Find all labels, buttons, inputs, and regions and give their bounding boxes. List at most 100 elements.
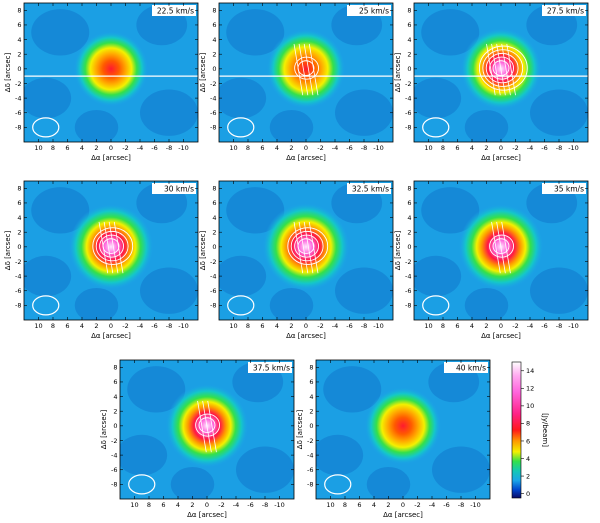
outflow-line	[103, 221, 114, 274]
background-noise	[323, 366, 382, 413]
y-tick-label: -6	[210, 109, 216, 117]
x-tick-label: 2	[386, 501, 390, 509]
x-tick-label: 10	[326, 501, 334, 509]
background-noise	[335, 89, 393, 136]
x-tick-label: 2	[94, 322, 98, 330]
y-tick-label: 4	[113, 393, 117, 401]
emission-contour	[92, 227, 134, 265]
y-tick-label: -2	[405, 258, 411, 266]
x-tick-label: 2	[484, 144, 488, 152]
y-tick-label: 4	[309, 393, 313, 401]
x-tick-label: 6	[161, 501, 165, 509]
velocity-label: 40 km/s	[456, 364, 486, 373]
y-tick-label: -2	[15, 258, 21, 266]
y-tick-label: -2	[111, 437, 117, 445]
y-tick-label: -4	[307, 451, 313, 459]
x-tick-label: 10	[229, 322, 237, 330]
outflow-line	[303, 221, 314, 274]
x-tick-label: 0	[499, 322, 503, 330]
outflow-line	[308, 43, 319, 96]
x-tick-label: -6	[151, 322, 157, 330]
background-noise	[140, 267, 198, 314]
emission-peak	[267, 29, 345, 109]
y-tick-label: 8	[113, 364, 117, 372]
x-tick-label: 8	[51, 144, 55, 152]
x-tick-label: 6	[455, 322, 459, 330]
x-tick-label: -8	[556, 144, 562, 152]
outflow-line	[506, 43, 516, 96]
background-noise	[530, 89, 588, 136]
channel-panel: 40 km/s 10 8 6 4 2 0 -2 -4 -6 -8 -10 8 6 4 2 0 -2 -4 -6 -8 Δα…	[296, 359, 491, 519]
x-tick-label: 0	[499, 144, 503, 152]
x-tick-label: 0	[401, 501, 405, 509]
x-tick-label: 6	[65, 144, 69, 152]
background-noise	[236, 446, 294, 493]
y-tick-label: 6	[309, 378, 313, 386]
y-tick-label: 0	[17, 243, 21, 251]
emission-contour	[485, 52, 519, 84]
x-tick-label: -4	[429, 501, 435, 509]
x-tick-label: 0	[109, 322, 113, 330]
x-tick-label: 10	[130, 501, 138, 509]
x-tick-label: -6	[247, 501, 253, 509]
x-tick-label: 8	[441, 322, 445, 330]
x-tick-label: -10	[568, 144, 579, 152]
colorbar-tick-label: 0	[526, 490, 530, 498]
background-noise	[421, 187, 480, 234]
velocity-label: 35 km/s	[554, 185, 584, 194]
background-noise	[464, 287, 509, 320]
y-tick-label: 4	[212, 214, 216, 222]
x-tick-label: -6	[346, 144, 352, 152]
y-tick-label: -6	[405, 287, 411, 295]
background-noise	[421, 9, 480, 56]
velocity-label: 22.5 km/s	[157, 7, 194, 16]
x-tick-label: -8	[166, 144, 172, 152]
y-tick-label: -4	[210, 94, 216, 102]
emission-contour	[195, 413, 220, 437]
y-tick-label: -8	[15, 302, 21, 310]
colorbar-tick-label: 12	[526, 385, 534, 393]
x-tick-label: -6	[443, 501, 449, 509]
x-tick-label: 4	[80, 322, 84, 330]
velocity-label-box	[347, 5, 391, 16]
velocity-label: 37.5 km/s	[253, 364, 290, 373]
x-axis-label: Δα [arcsec]	[286, 154, 326, 162]
emission-peak	[68, 204, 154, 290]
y-tick-label: -2	[307, 437, 313, 445]
y-tick-label: -8	[111, 481, 117, 489]
y-tick-label: 6	[17, 21, 21, 29]
outflow-line	[486, 43, 496, 96]
y-tick-label: -2	[210, 258, 216, 266]
emission-contour	[492, 238, 510, 254]
y-tick-label: -4	[15, 94, 21, 102]
x-tick-label: 8	[147, 501, 151, 509]
x-tick-label: 2	[190, 501, 194, 509]
x-tick-label: 4	[470, 144, 474, 152]
outflow-line	[303, 43, 314, 96]
y-tick-label: -8	[210, 124, 216, 132]
velocity-label: 25 km/s	[359, 7, 389, 16]
background-noise	[432, 446, 490, 493]
emission-contour	[478, 45, 528, 91]
x-tick-label: 4	[275, 322, 279, 330]
emission-contour	[489, 56, 514, 80]
x-tick-label: 10	[424, 144, 432, 152]
y-tick-label: 2	[407, 51, 411, 59]
channel-panel: 37.5 km/s 10 8 6 4 2 0 -2 -4 -6 -8 -10 8 6 4 2 0 -2 -4 -6 -8…	[100, 359, 295, 519]
x-axis-label: Δα [arcsec]	[383, 511, 423, 519]
x-tick-label: 2	[289, 322, 293, 330]
channel-panel: 25 km/s 10 8 6 4 2 0 -2 -4 -6 -8 -10 8 6 4 2 0 -2 -4 -6 -8 Δα…	[199, 2, 394, 162]
y-tick-label: -4	[405, 272, 411, 280]
outflow-line	[501, 221, 511, 274]
x-axis-label: Δα [arcsec]	[481, 332, 521, 340]
y-tick-label: 0	[212, 243, 216, 251]
velocity-label-box	[347, 183, 391, 194]
x-tick-label: 10	[229, 144, 237, 152]
x-tick-label: -2	[512, 144, 518, 152]
x-tick-label: -2	[317, 144, 323, 152]
emission-contour	[287, 227, 329, 265]
x-tick-label: -4	[527, 144, 533, 152]
x-axis-label: Δα [arcsec]	[91, 332, 131, 340]
velocity-label: 30 km/s	[164, 185, 194, 194]
